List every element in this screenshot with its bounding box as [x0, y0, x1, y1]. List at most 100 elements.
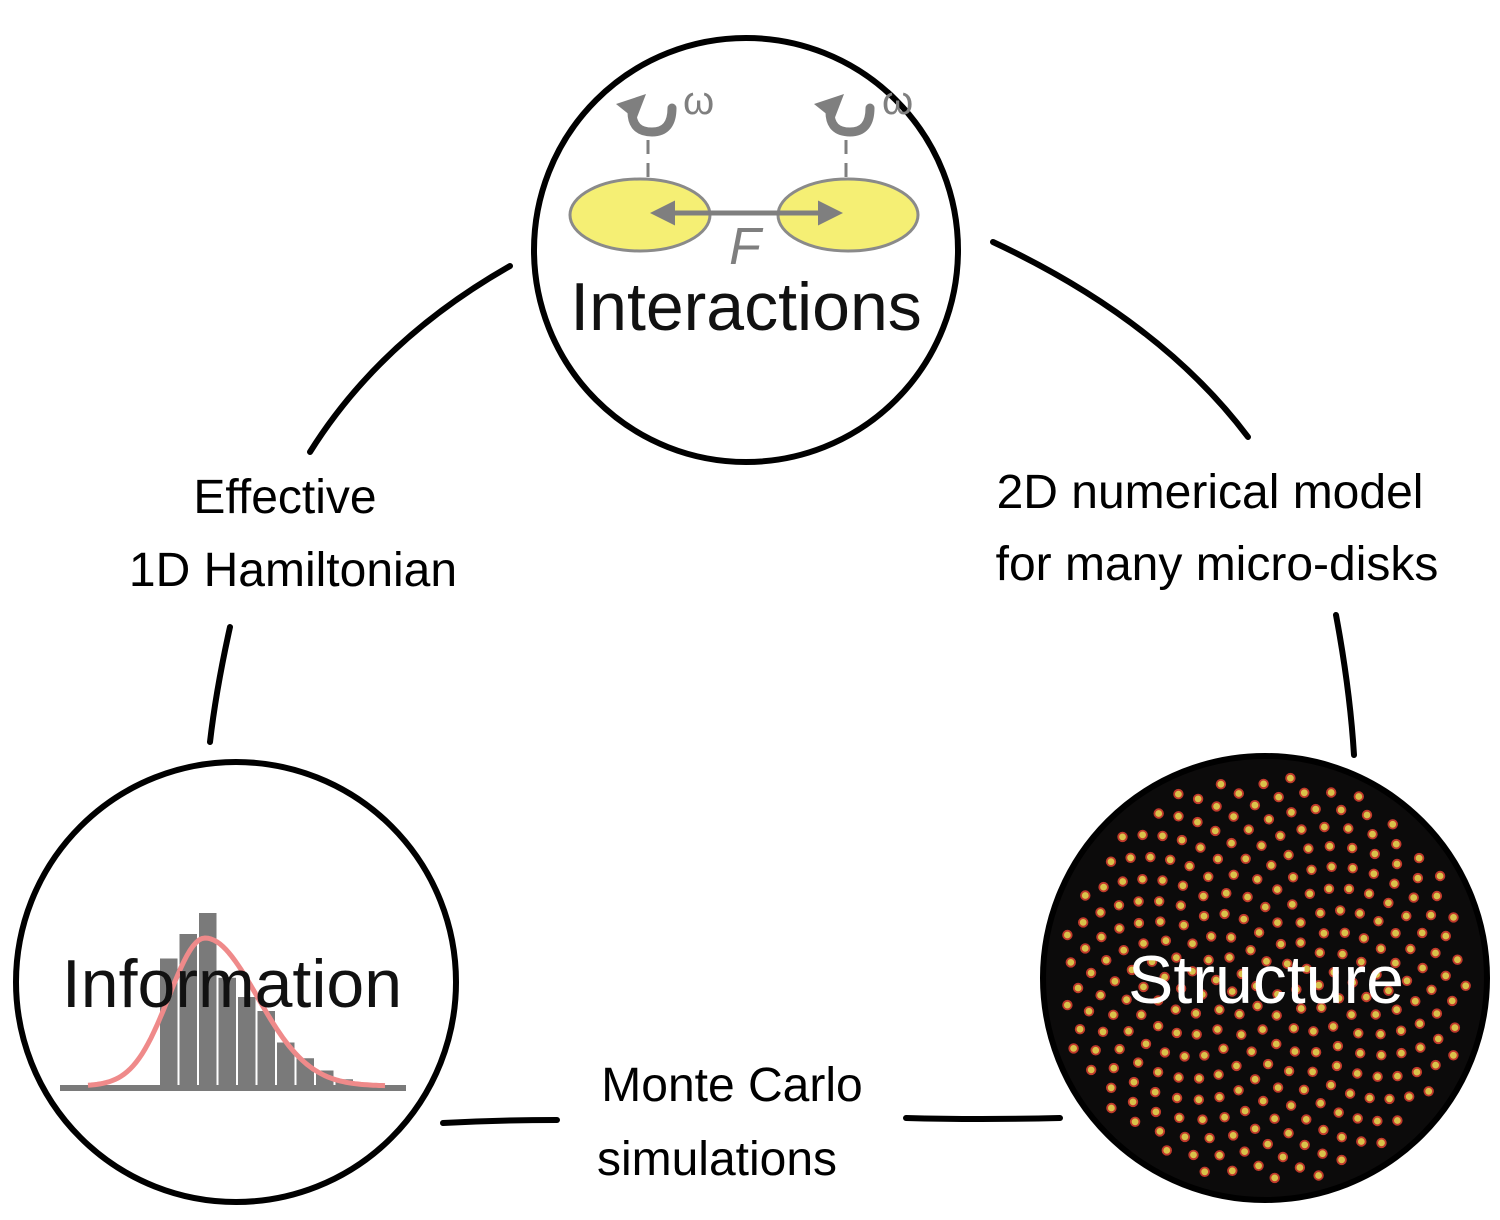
- micro-disk-particle: [1068, 1043, 1079, 1054]
- micro-disk-particle: [1095, 990, 1106, 1001]
- micro-disk-particle: [1346, 1009, 1357, 1020]
- connector-right-lower: [1333, 612, 1357, 758]
- micro-disk-particle: [1395, 1025, 1407, 1036]
- micro-disk-particle: [1301, 963, 1312, 975]
- micro-disk-particle: [1408, 892, 1419, 903]
- micro-disk-particle: [1097, 1026, 1109, 1038]
- micro-disk-particle: [1197, 1114, 1208, 1125]
- rotation-arrow-right-icon: [825, 103, 875, 137]
- micro-disk-particle: [1299, 787, 1310, 799]
- micro-disk-particle: [1098, 881, 1109, 893]
- micro-disk-particle: [1079, 943, 1091, 954]
- micro-disk-particle: [1301, 1114, 1312, 1125]
- micro-disk-particle: [1411, 1066, 1423, 1078]
- micro-disk-particle: [1361, 809, 1373, 821]
- micro-disk-particle: [1085, 1064, 1097, 1076]
- force-symbol: F: [729, 218, 764, 276]
- micro-disk-particle: [1171, 1092, 1183, 1104]
- micro-disk-particle: [1373, 916, 1384, 927]
- micro-disk-particle: [1127, 1096, 1139, 1108]
- micro-disk-particle: [1256, 840, 1267, 851]
- micro-disk-particle: [1285, 1100, 1297, 1111]
- micro-disk-particle: [1257, 1095, 1269, 1107]
- micro-disk-particle: [1354, 1047, 1366, 1059]
- micro-disk-particle: [1085, 967, 1097, 979]
- micro-disk-particle: [1294, 1162, 1306, 1173]
- micro-disk-particle: [1074, 1023, 1086, 1035]
- micro-disk-particle: [1323, 883, 1335, 895]
- connector-left-lower: [207, 624, 233, 745]
- micro-disk-particle: [1332, 1040, 1344, 1052]
- micro-disk-particle: [1391, 858, 1403, 870]
- micro-disk-particle: [1146, 956, 1158, 967]
- micro-disk-particle: [1212, 1024, 1223, 1035]
- micro-disk-particle: [1392, 1115, 1403, 1126]
- micro-disk-particle: [1123, 1025, 1134, 1037]
- micro-disk-particle: [1287, 872, 1299, 883]
- micro-disk-particle: [1243, 824, 1254, 835]
- micro-disk-particle: [1242, 891, 1253, 903]
- micro-disk-particle: [1179, 1131, 1191, 1143]
- micro-disk-particle: [1396, 1047, 1407, 1059]
- micro-disk-particle: [1249, 800, 1261, 811]
- micro-disk-particle: [1117, 831, 1128, 843]
- micro-disk-particle: [1316, 1002, 1327, 1013]
- micro-disk-particle: [1272, 917, 1283, 928]
- micro-disk-particle: [1106, 1102, 1117, 1114]
- micro-disk-particle: [1108, 1062, 1120, 1074]
- micro-disk-particle: [1211, 801, 1222, 812]
- micro-disk-particle: [1214, 1091, 1225, 1103]
- micro-disk-particle: [1199, 1050, 1210, 1061]
- micro-disk-particle: [1339, 927, 1351, 939]
- micro-disk-particle: [1337, 948, 1348, 960]
- micro-disk-particle: [1304, 888, 1316, 900]
- micro-disk-particle: [1269, 1113, 1280, 1124]
- edge-label-bottom-line1: Monte Carlo: [601, 1059, 862, 1112]
- micro-disk-particle: [1449, 1022, 1461, 1033]
- micro-disk-particle: [1080, 890, 1091, 901]
- micro-disk-particle: [1197, 989, 1208, 1000]
- micro-disk-particle: [1318, 1124, 1329, 1136]
- micro-disk-particle: [1296, 824, 1307, 835]
- micro-disk-particle: [1352, 1068, 1363, 1079]
- micro-disk-particle: [1269, 1172, 1280, 1184]
- micro-disk-particle: [1236, 968, 1247, 980]
- micro-disk-particle: [1346, 842, 1358, 854]
- micro-disk-particle: [1313, 1170, 1324, 1181]
- micro-disk-particle: [1145, 851, 1156, 863]
- micro-disk-particle: [1401, 975, 1413, 987]
- micro-disk-particle: [1347, 863, 1358, 874]
- micro-disk-particle: [1233, 788, 1245, 799]
- micro-disk-particle: [1108, 1009, 1119, 1021]
- micro-disk-particle: [1333, 1107, 1344, 1118]
- edge-label-left-line1: Effective: [193, 471, 376, 524]
- micro-disk-particle: [1113, 900, 1125, 911]
- micro-disk-particle: [1157, 830, 1168, 842]
- micro-disk-particle: [1368, 868, 1380, 880]
- rotation-indicator-right: ω: [814, 79, 913, 208]
- micro-disk-particle: [1152, 995, 1164, 1006]
- micro-disk-particle: [1460, 980, 1471, 992]
- micro-disk-particle: [1133, 917, 1145, 929]
- micro-disk-particle: [1258, 778, 1269, 790]
- micro-disk-particle: [1431, 890, 1443, 902]
- micro-disk-particle: [1425, 909, 1437, 921]
- micro-disk-particle: [1452, 954, 1463, 965]
- micro-disk-particle: [1303, 843, 1314, 854]
- micro-disk-particle: [1401, 910, 1412, 922]
- micro-disk-particle: [1299, 1139, 1310, 1151]
- micro-disk-particle: [1356, 956, 1367, 968]
- histogram-bar: [238, 997, 256, 1088]
- micro-disk-particle: [1204, 1132, 1215, 1144]
- micro-disk-particle: [1161, 1145, 1173, 1156]
- micro-disk-particle: [1352, 1113, 1363, 1124]
- micro-disk-particle: [1072, 982, 1084, 994]
- micro-disk-particle: [1376, 1137, 1387, 1149]
- micro-disk-particle: [1227, 1165, 1238, 1177]
- micro-disk-particle: [1334, 905, 1346, 916]
- connector-bottom-left: [440, 1117, 560, 1126]
- micro-disk-particle: [1192, 816, 1203, 828]
- micro-disk-particle: [1448, 912, 1459, 923]
- micro-disk-particle: [1175, 900, 1187, 911]
- micro-disk-particle: [1310, 803, 1321, 815]
